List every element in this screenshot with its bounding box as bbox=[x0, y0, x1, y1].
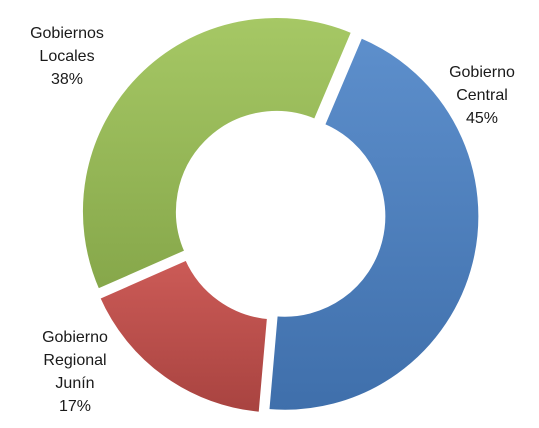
data-label-line: Gobiernos bbox=[30, 25, 104, 42]
data-label-line: Locales bbox=[39, 48, 95, 65]
slice-gobierno-central bbox=[266, 35, 482, 413]
donut-slices bbox=[79, 14, 482, 415]
data-label-line: Central bbox=[456, 87, 508, 104]
data-label-gobiernos-locales: Gobiernos Locales 38% bbox=[12, 22, 122, 91]
slice-gobierno-regional-junin bbox=[97, 257, 270, 415]
data-label-line: Gobierno bbox=[449, 64, 515, 81]
data-label-line: Gobierno bbox=[42, 329, 108, 346]
data-label-value: 38% bbox=[50, 71, 84, 88]
data-label-value: 45% bbox=[465, 110, 499, 127]
slice-gobiernos-locales bbox=[79, 14, 355, 292]
data-label-gobierno-central: Gobierno Central 45% bbox=[432, 61, 532, 130]
data-label-line: Junín bbox=[55, 375, 95, 392]
data-label-gobierno-regional-junin: Gobierno Regional Junín 17% bbox=[20, 326, 130, 418]
data-label-line: Regional bbox=[43, 352, 107, 369]
data-label-value: 17% bbox=[58, 398, 92, 415]
